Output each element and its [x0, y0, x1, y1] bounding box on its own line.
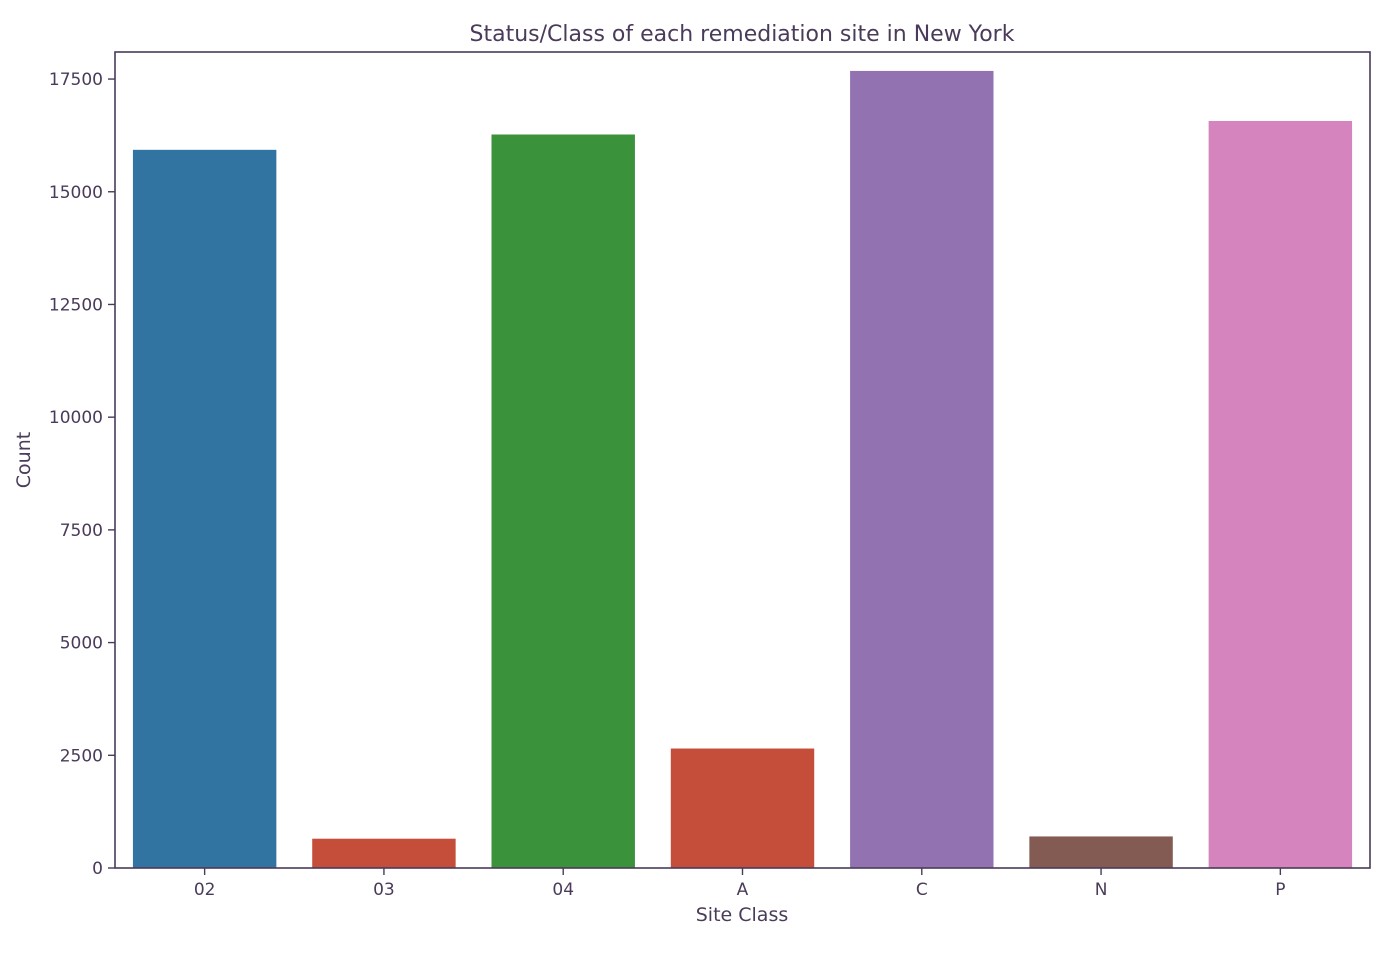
y-axis-label: Count: [13, 432, 35, 488]
plot-frame: [114, 51, 1371, 869]
y-tick-label-2500: 2500: [60, 746, 103, 766]
y-tick-label-12500: 12500: [49, 295, 103, 315]
y-tick-label-17500: 17500: [49, 70, 103, 90]
bar-P: [1208, 120, 1353, 869]
bar-04: [491, 134, 635, 868]
y-tick-label-0: 0: [92, 859, 103, 879]
x-tick-label-04: 04: [552, 880, 574, 900]
x-tick-label-N: N: [1095, 880, 1108, 900]
x-tick-label-03: 03: [373, 880, 395, 900]
bar-A: [670, 748, 815, 868]
bar-02: [132, 149, 277, 868]
y-tick-label-7500: 7500: [60, 521, 103, 541]
x-tick-label-C: C: [916, 880, 928, 900]
y-tick-label-15000: 15000: [49, 183, 103, 203]
chart-title: Status/Class of each remediation site in…: [470, 22, 1015, 47]
bar-N: [1029, 836, 1173, 868]
bar-C: [850, 70, 994, 869]
y-axis: 0 2500 5000 7500 10000 12500 15000 17500: [49, 70, 115, 879]
bars-group: [132, 70, 1353, 869]
bar-03: [312, 838, 456, 868]
x-tick-label-02: 02: [194, 880, 216, 900]
y-tick-label-10000: 10000: [49, 408, 103, 428]
x-axis: 02 03 04 A C N P: [194, 868, 1285, 900]
x-tick-label-P: P: [1275, 880, 1285, 900]
y-tick-label-5000: 5000: [60, 634, 103, 654]
x-tick-label-A: A: [737, 880, 749, 900]
x-axis-label: Site Class: [696, 904, 789, 926]
